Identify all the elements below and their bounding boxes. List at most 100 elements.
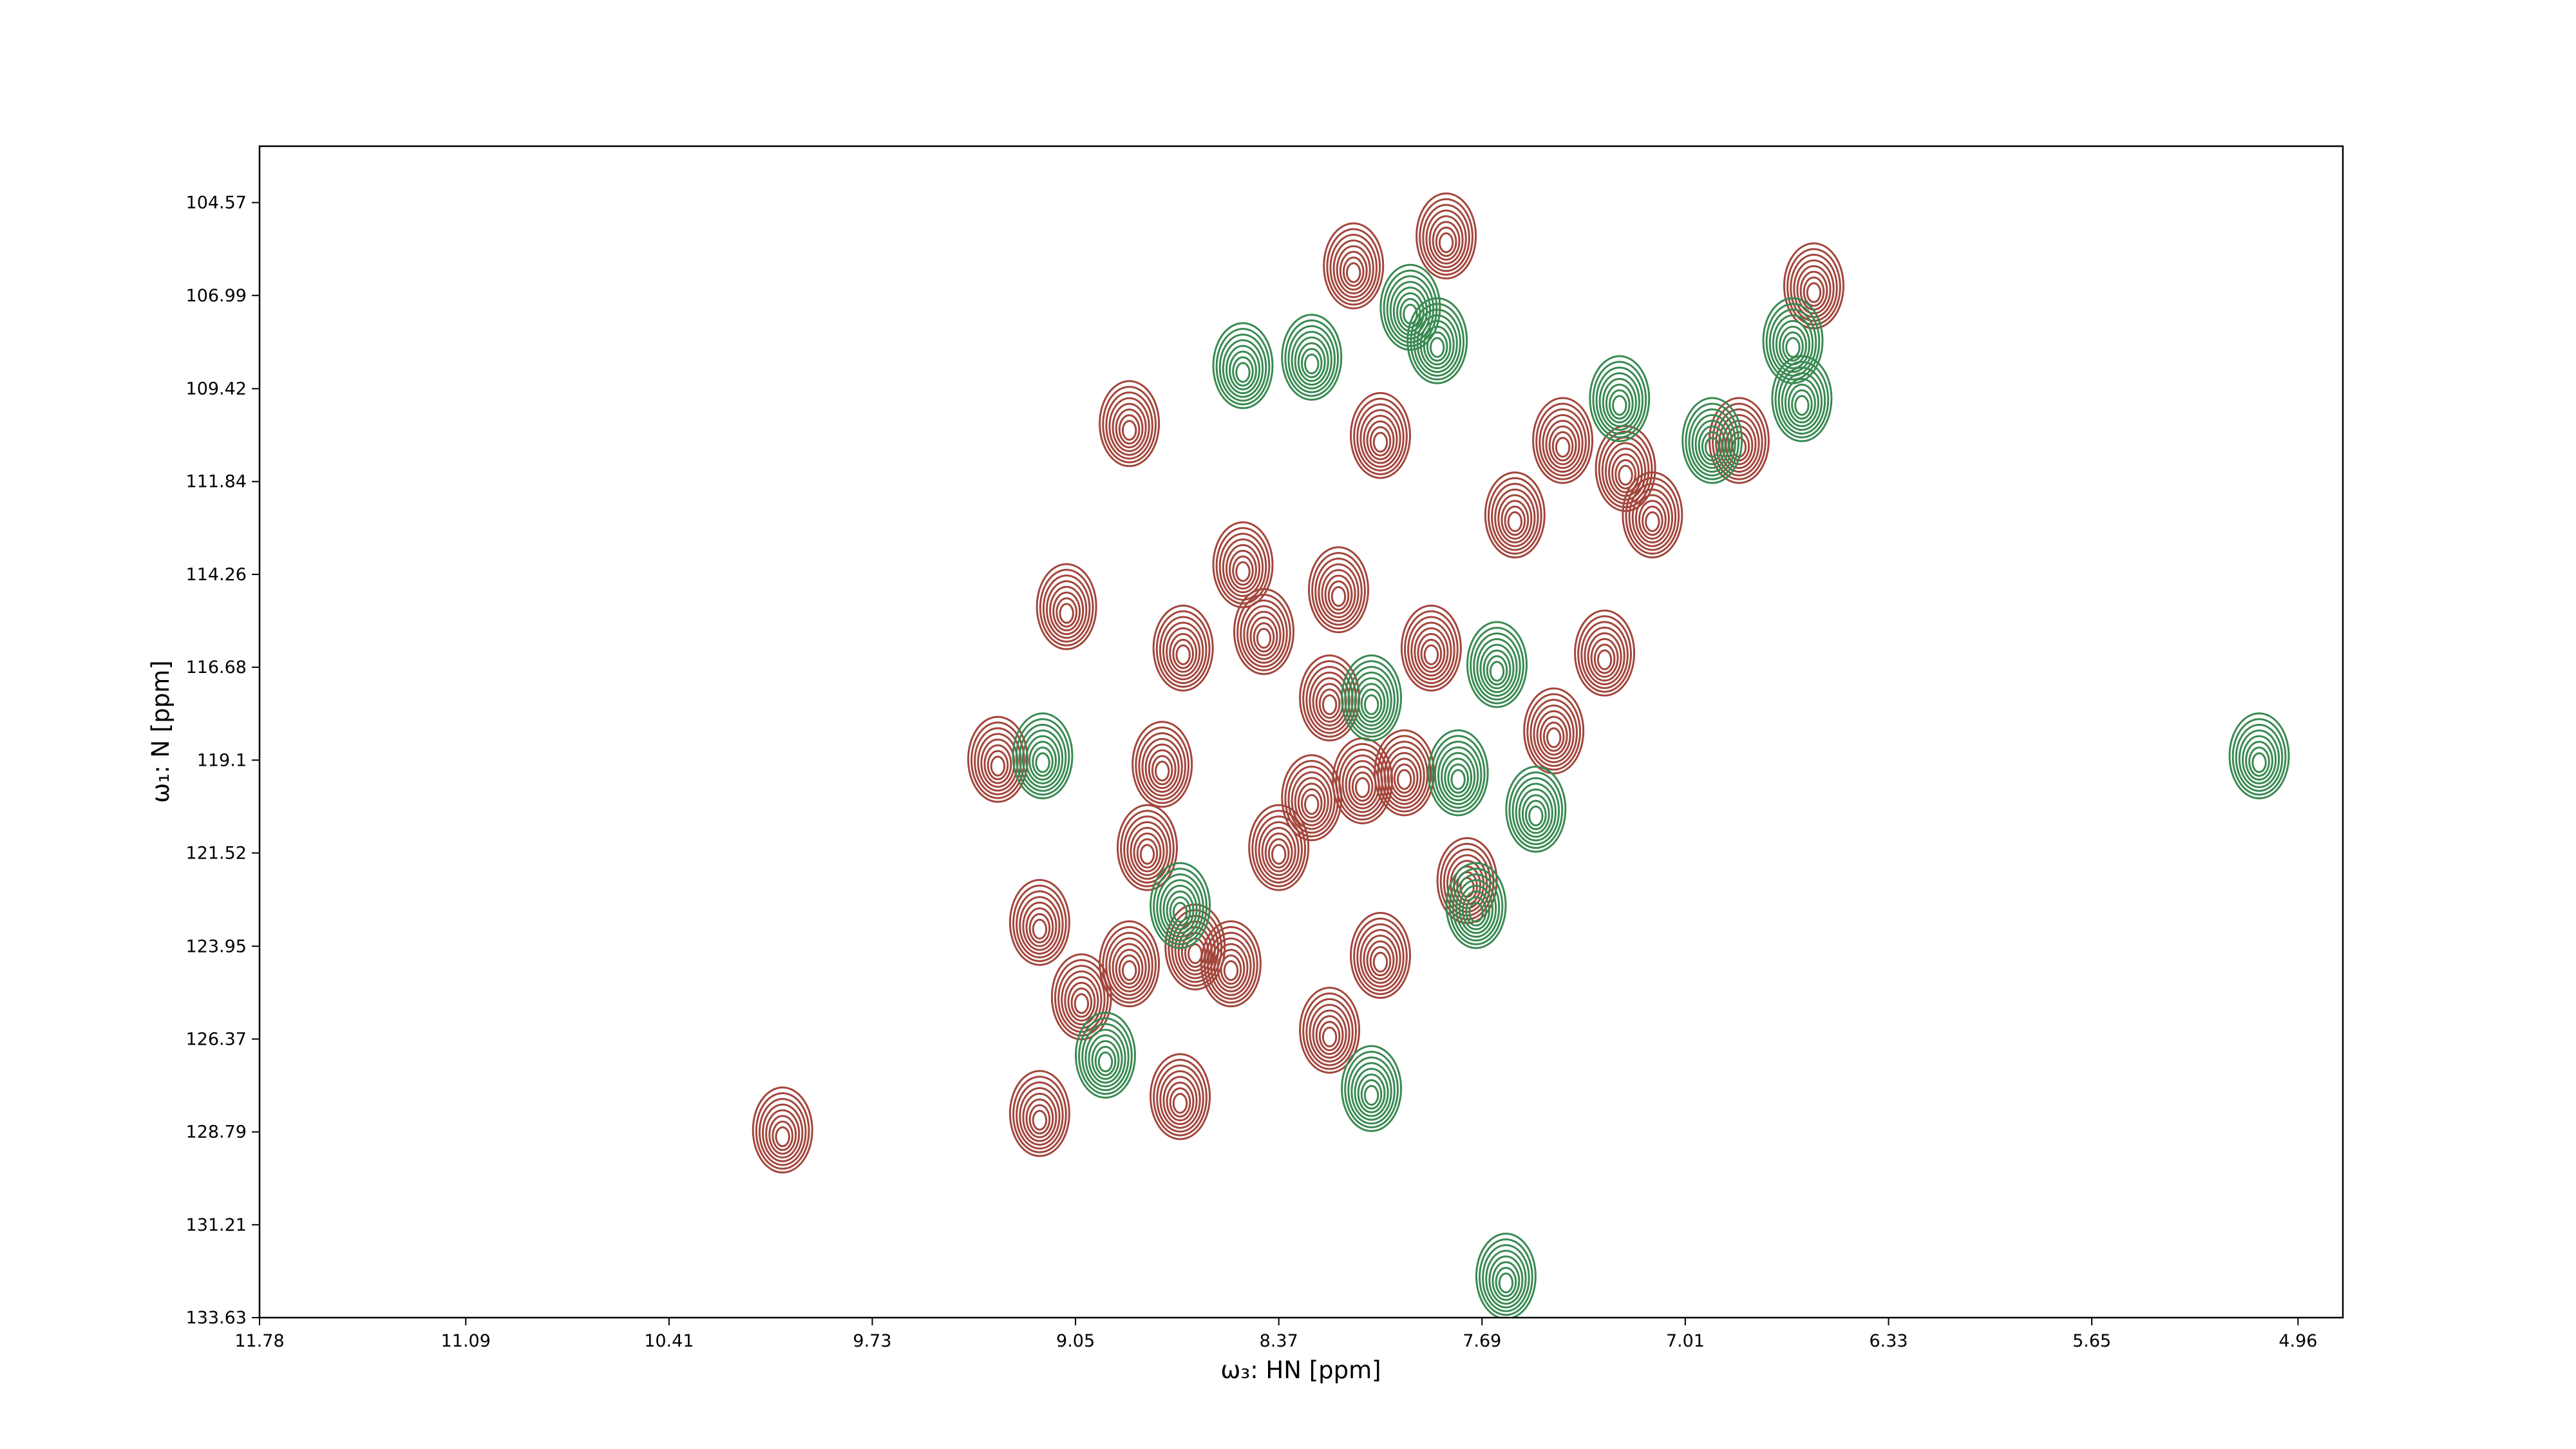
contour-ring [1042,574,1091,643]
contour-ring [1324,574,1353,615]
contour-ring [1359,409,1401,468]
contour-ring [1618,464,1633,486]
contour-ring [1305,998,1354,1066]
y-axis-label: ω₁: N [ppm] [147,660,175,802]
contour-ring [1115,949,1144,989]
contour-ring [1150,1053,1211,1141]
contour-ring [1592,361,1647,439]
contour-ring [1156,1064,1204,1133]
x-axis-label: ω₃: HN [ppm] [1220,1356,1381,1384]
contour-ring [1701,431,1723,462]
contour-ring [1450,769,1466,790]
contour-ring [1321,694,1338,715]
x-tick-label: 7.69 [1463,1331,1501,1351]
contour-ring [1353,397,1408,475]
contour-ring [1366,420,1395,460]
contour-ring [1311,552,1366,630]
contour-ring [1488,1255,1524,1305]
contour-ring [1126,821,1168,880]
contour-ring [1153,1059,1208,1137]
contour-ring [1611,453,1640,493]
peak [1323,222,1385,310]
contour-ring [1363,934,1398,984]
contour-ring [1468,902,1484,923]
y-tick-label: 104.57 [186,193,247,213]
contour-ring [1025,907,1054,947]
contour-ring [1204,925,1258,1004]
peak [1132,721,1193,808]
contour-ring [1555,437,1571,458]
contour-ring [1530,699,1578,767]
contour-ring [1200,920,1262,1008]
contour-ring [1144,743,1180,793]
peak [1622,471,1683,559]
contour-ring [1102,386,1157,464]
contour-ring [1105,391,1153,460]
contour-ring [1414,627,1449,677]
contour-ring [1806,282,1822,303]
contour-ring [1366,940,1395,980]
contour-ring [1505,766,1567,853]
peak [1152,604,1214,692]
contour-ring [1225,345,1261,394]
contour-ring [1021,729,1064,788]
contour-ring [1261,826,1296,876]
contour-ring [752,1086,813,1174]
contour-ring [1229,549,1257,590]
contour-ring [758,1097,807,1166]
contour-ring [1779,325,1807,366]
contour-ring [1475,1233,1537,1318]
x-tick-label: 6.33 [1869,1331,1908,1351]
peak [1349,392,1411,479]
contour-ring [1525,800,1547,831]
peak [1212,322,1274,410]
contour-ring [1518,788,1553,838]
contour-ring [1229,350,1257,391]
contour-ring [1410,621,1452,681]
contour-ring [1318,563,1359,622]
contour-ring [1081,1023,1130,1092]
contour-ring [1342,256,1365,287]
contour-ring [1466,621,1528,708]
contour-ring [2241,735,2277,784]
contour-ring [1511,777,1560,846]
contour-ring [1785,337,1801,358]
contour-ring [1445,862,1507,949]
x-tick-label: 8.37 [1260,1331,1298,1351]
contour-ring [1019,1087,1061,1146]
contour-ring [1528,805,1544,827]
contour-ring [1154,761,1170,782]
contour-ring [1032,746,1054,777]
contour-ring [1536,710,1571,760]
contour-ring [1344,660,1399,738]
contour-ring [1162,884,1198,934]
contour-ring [1049,585,1084,636]
contour-ring [1774,361,1830,439]
contour-ring [1218,333,1267,402]
contour-ring [1212,521,1274,609]
contour-ring [1486,655,1508,686]
contour-ring [1018,723,1067,792]
contour-ring [1638,500,1667,540]
contour-ring [1032,918,1048,940]
peak [1523,687,1585,775]
x-tick-label: 9.73 [853,1331,891,1351]
contour-ring [1116,804,1178,891]
contour-ring [1796,265,1832,315]
contour-ring [1299,987,1361,1074]
contour-ring [1132,721,1193,808]
contour-ring [1135,726,1190,804]
peak [1009,1070,1070,1157]
contour-ring [1235,561,1251,582]
contour-ring [1691,413,1733,473]
contour-ring [1045,580,1088,639]
contour-ring [1169,896,1191,927]
y-tick-label: 111.84 [186,472,247,492]
contour-ring [1349,392,1411,479]
contour-ring [2238,729,2280,788]
contour-ring [1790,254,1838,322]
contour-ring [1150,862,1211,949]
contour-ring [1448,867,1504,945]
contour-ring [1329,234,1378,302]
contour-ring [1344,1050,1399,1128]
